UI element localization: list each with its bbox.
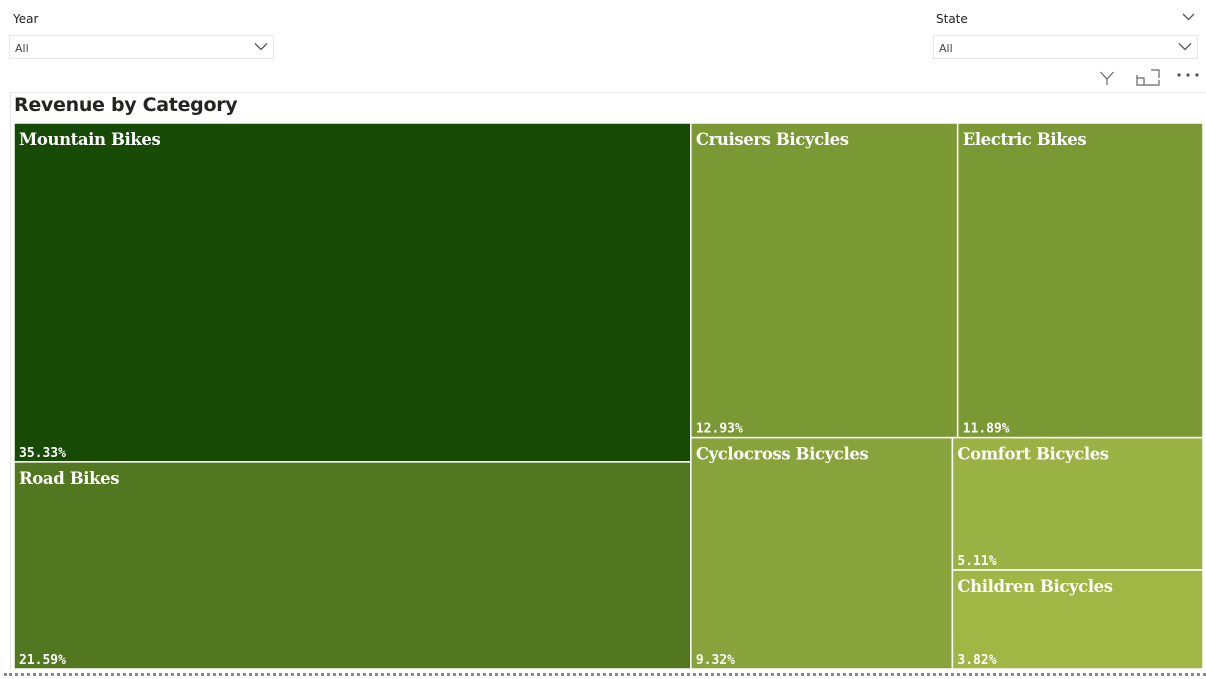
chevron-down-icon	[254, 42, 268, 51]
treemap-rect-mountain-bikes[interactable]	[13, 122, 692, 463]
chevron-down-icon[interactable]	[1182, 13, 1195, 21]
filter-icon[interactable]	[1099, 70, 1115, 86]
treemap-value-label: 5.11%	[957, 554, 996, 569]
state-slicer: State All	[930, 0, 1206, 62]
treemap-tile-cyclocross-bicycles[interactable]: Cyclocross Bicycles 9.32%	[690, 436, 954, 670]
treemap-rect-comfort-bicycles[interactable]	[951, 436, 1204, 571]
treemap-visual-container	[10, 92, 1206, 670]
treemap-category-label: Cruisers Bicycles	[696, 130, 849, 149]
treemap-rect-children-bicycles[interactable]	[951, 569, 1204, 670]
treemap-category-label: Road Bikes	[19, 469, 119, 488]
chevron-down-icon	[1178, 42, 1192, 51]
treemap-value-label: 35.33%	[19, 446, 66, 461]
treemap-category-label: Electric Bikes	[963, 130, 1087, 149]
treemap-rect-electric-bikes[interactable]	[956, 122, 1204, 439]
treemap-rect-road-bikes[interactable]	[13, 461, 692, 670]
treemap-value-label: 21.59%	[19, 653, 66, 668]
chart-title: Revenue by Category	[14, 94, 238, 116]
year-dropdown-value: All	[15, 42, 29, 55]
treemap-category-label: Comfort Bicycles	[957, 445, 1108, 464]
treemap-value-label: 9.32%	[696, 653, 735, 668]
treemap-value-label: 12.93%	[696, 422, 743, 437]
treemap-category-label: Mountain Bikes	[19, 130, 161, 149]
year-dropdown[interactable]: All	[9, 35, 274, 59]
treemap-tile-comfort-bicycles[interactable]: Comfort Bicycles 5.11%	[951, 436, 1204, 571]
treemap-tile-electric-bikes[interactable]: Electric Bikes 11.89%	[956, 122, 1204, 439]
treemap-tile-road-bikes[interactable]: Road Bikes 21.59%	[13, 461, 692, 670]
page-bottom-divider	[4, 673, 1206, 676]
treemap-rect-cyclocross-bicycles[interactable]	[690, 436, 954, 670]
visual-header-toolbar	[1090, 64, 1206, 90]
more-options-icon[interactable]	[1176, 72, 1200, 78]
focus-mode-icon[interactable]	[1136, 69, 1160, 86]
year-slicer-label: Year	[13, 12, 39, 26]
treemap-category-label: Children Bicycles	[957, 577, 1112, 596]
state-dropdown[interactable]: All	[933, 35, 1198, 59]
treemap-value-label: 11.89%	[963, 422, 1010, 437]
treemap-value-label: 3.82%	[957, 653, 996, 668]
treemap-tile-children-bicycles[interactable]: Children Bicycles 3.82%	[951, 569, 1204, 670]
treemap-category-label: Cyclocross Bicycles	[696, 445, 869, 464]
state-dropdown-value: All	[939, 42, 953, 55]
treemap-rect-cruisers-bicycles[interactable]	[690, 122, 959, 439]
state-slicer-label: State	[936, 12, 968, 26]
year-slicer: Year All	[0, 0, 280, 62]
treemap-tile-cruisers-bicycles[interactable]: Cruisers Bicycles 12.93%	[690, 122, 959, 439]
treemap-tile-mountain-bikes[interactable]: Mountain Bikes 35.33%	[13, 122, 692, 463]
